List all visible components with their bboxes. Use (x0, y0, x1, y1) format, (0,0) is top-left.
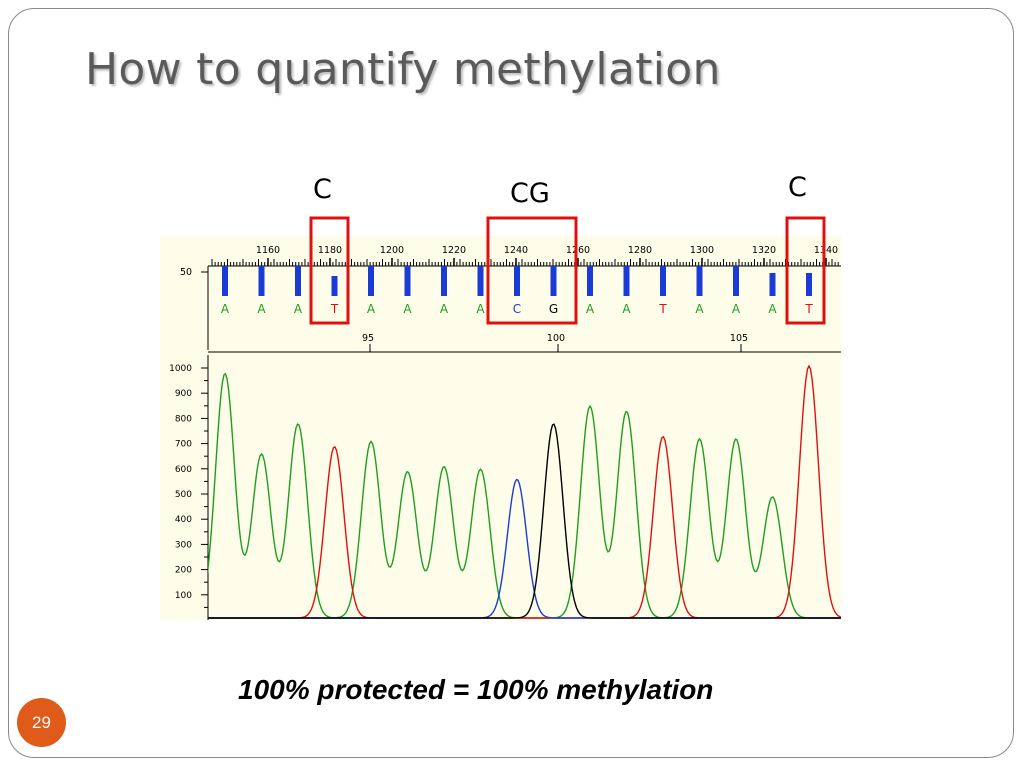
quality-bar (222, 266, 228, 296)
base-call: C (513, 302, 521, 316)
quality-scale-label: 50 (180, 267, 192, 278)
ruler-tick-label: 1240 (504, 245, 528, 256)
y-axis-tick-label: 500 (175, 490, 192, 500)
base-call: A (440, 302, 449, 316)
base-call: A (367, 302, 376, 316)
quality-bar (331, 276, 338, 296)
base-call: A (768, 302, 777, 316)
highlight-label-c-right: C (788, 172, 807, 203)
base-call: T (330, 302, 339, 316)
ruler-tick-label: 1180 (318, 245, 342, 256)
quality-bar (368, 266, 374, 296)
chromatogram-background (160, 236, 841, 620)
base-call: A (622, 302, 631, 316)
base-call: T (804, 302, 813, 316)
quality-bar (660, 266, 666, 296)
quality-bar (514, 266, 520, 296)
y-axis-tick-label: 900 (175, 389, 192, 399)
base-call: A (732, 302, 741, 316)
ruler-tick-label: 1200 (380, 245, 404, 256)
slide-title: How to quantify methylation (85, 44, 721, 95)
quality-bar (587, 266, 593, 296)
index-tick-label: 105 (730, 333, 748, 344)
ruler-tick-label: 1260 (566, 245, 590, 256)
quality-bar (550, 266, 557, 296)
quality-bar (258, 266, 265, 296)
highlight-box-c-right (785, 216, 826, 325)
highlight-label-cg: CG (510, 178, 550, 209)
base-call: A (695, 302, 704, 316)
quality-bar (806, 273, 812, 296)
highlight-box-cg (486, 216, 578, 325)
y-axis-tick-label: 400 (175, 515, 192, 525)
base-call: A (294, 302, 303, 316)
ruler-tick-label: 1300 (690, 245, 714, 256)
y-axis-tick-label: 800 (175, 414, 192, 424)
ruler-tick-label: 1340 (814, 245, 838, 256)
quality-bar (295, 266, 301, 296)
y-axis-tick-label: 200 (175, 566, 192, 576)
y-axis: 1000 900 800 700 600 500 400 300 200 100 (169, 355, 209, 620)
base-call: A (221, 302, 230, 316)
quality-bars (222, 266, 812, 296)
y-axis-tick-label: 100 (175, 591, 192, 601)
ruler-tick-label: 1320 (752, 245, 776, 256)
index-tick-label: 95 (362, 333, 374, 344)
ruler-tick-label: 1220 (442, 245, 466, 256)
base-call: T (658, 302, 667, 316)
quality-bar (477, 266, 484, 296)
base-index-axis: 95 100 105 (208, 333, 841, 353)
quality-bar (769, 273, 776, 296)
base-call: A (257, 302, 266, 316)
quality-bar (623, 266, 630, 296)
trace-lines (208, 364, 841, 619)
quality-bar (404, 266, 411, 296)
quality-bar (696, 266, 703, 296)
highlight-label-c-left: C (313, 174, 332, 205)
y-axis-tick-label: 300 (175, 540, 192, 550)
base-call: A (586, 302, 595, 316)
highlight-box-c-left (309, 216, 350, 325)
quality-bar (733, 266, 739, 296)
trace-G (208, 423, 841, 619)
page-number-badge: 29 (17, 698, 66, 747)
y-axis-tick-label: 1000 (169, 364, 192, 374)
highlight-boxes (309, 216, 826, 325)
ruler-tick-label: 1160 (256, 245, 280, 256)
base-call: G (549, 302, 558, 316)
quality-bar (441, 266, 447, 296)
y-axis-tick-label: 600 (175, 465, 192, 475)
ruler-tick-label: 1280 (628, 245, 652, 256)
base-call: A (403, 302, 412, 316)
base-call: A (476, 302, 485, 316)
y-axis-tick-label: 700 (175, 440, 192, 450)
index-tick-label: 100 (547, 333, 565, 344)
slide-caption: 100% protected = 100% methylation (238, 674, 714, 705)
